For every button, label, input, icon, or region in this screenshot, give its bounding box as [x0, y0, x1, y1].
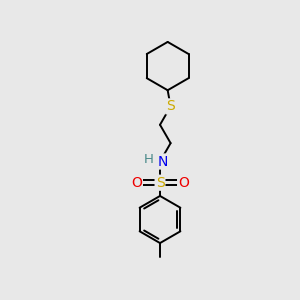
Text: O: O: [178, 176, 189, 190]
Text: O: O: [131, 176, 142, 190]
Text: H: H: [144, 153, 154, 166]
Text: S: S: [166, 99, 175, 113]
Text: S: S: [156, 176, 164, 190]
Text: N: N: [158, 154, 168, 169]
